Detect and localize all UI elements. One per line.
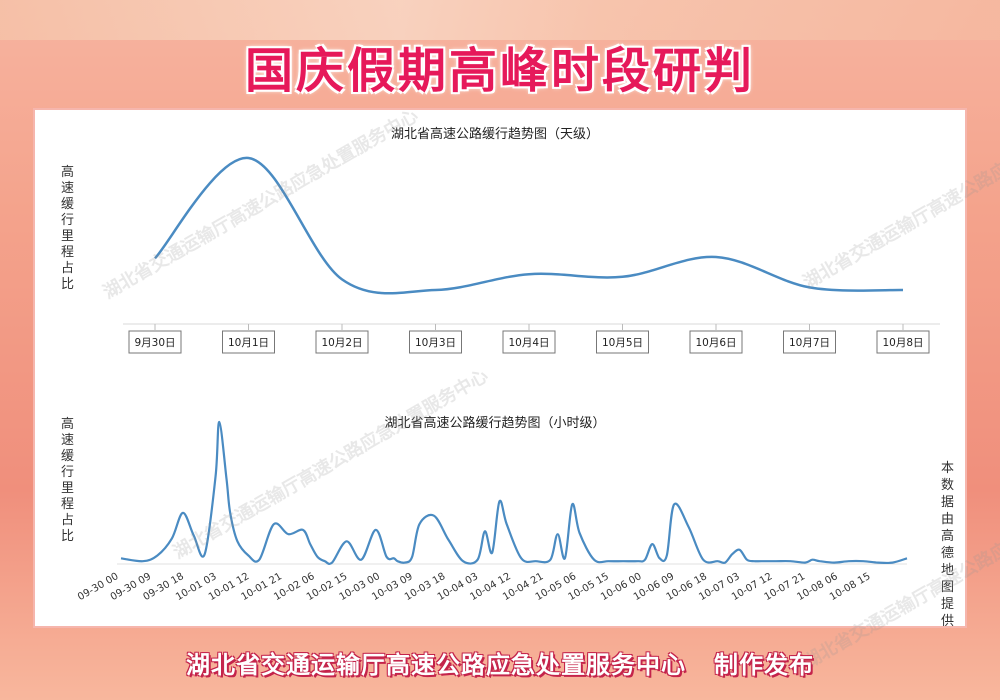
daily-tick-label: 10月6日	[695, 337, 736, 349]
daily-tick-label: 10月3日	[415, 337, 456, 349]
hourly-y-axis-label: 高速缓行里程占比	[61, 416, 74, 544]
footer: 湖北省交通运输厅高速公路应急处置服务中心 制作发布	[0, 640, 1000, 684]
footer-publisher: 湖北省交通运输厅高速公路应急处置服务中心 制作发布	[185, 650, 815, 679]
title-banner: 国庆假期高峰时段研判	[160, 30, 840, 102]
data-source-note: 本数据由高德地图提供	[941, 461, 954, 626]
daily-y-axis-label: 高速缓行里程占比	[61, 164, 74, 292]
chart-panel: 湖北省高速公路缓行趋势图（天级） 高速缓行里程占比 9月30日 10月1日 10月2…	[33, 108, 967, 629]
hourly-series-line	[120, 420, 908, 565]
charts-svg: 湖北省高速公路缓行趋势图（天级） 高速缓行里程占比 9月30日 10月1日 10月2…	[61, 126, 954, 629]
page-title: 国庆假期高峰时段研判	[244, 43, 755, 99]
hourly-chart: 湖北省高速公路缓行趋势图（小时级） 高速缓行里程占比 本数据由高德地图提供 09…	[61, 415, 954, 629]
daily-tick-label: 10月2日	[321, 337, 362, 349]
daily-tick-label: 10月1日	[228, 337, 269, 349]
top-decoration	[0, 0, 1000, 40]
daily-chart: 湖北省高速公路缓行趋势图（天级） 高速缓行里程占比 9月30日 10月1日 10月2…	[61, 126, 940, 354]
daily-tick-labels: 9月30日 10月1日 10月2日 10月3日 10月4日 10月5日 10月6日 10月7日…	[128, 324, 930, 354]
daily-tick-label: 10月5日	[602, 337, 643, 349]
daily-chart-title: 湖北省高速公路缓行趋势图（天级）	[391, 126, 599, 142]
daily-tick-label: 10月8日	[882, 337, 923, 349]
hourly-chart-title: 湖北省高速公路缓行趋势图（小时级）	[384, 415, 605, 431]
daily-series-line	[154, 156, 904, 295]
daily-tick-label: 10月4日	[508, 337, 549, 349]
daily-tick-label: 9月30日	[134, 337, 175, 349]
daily-tick-label: 10月7日	[789, 337, 830, 349]
